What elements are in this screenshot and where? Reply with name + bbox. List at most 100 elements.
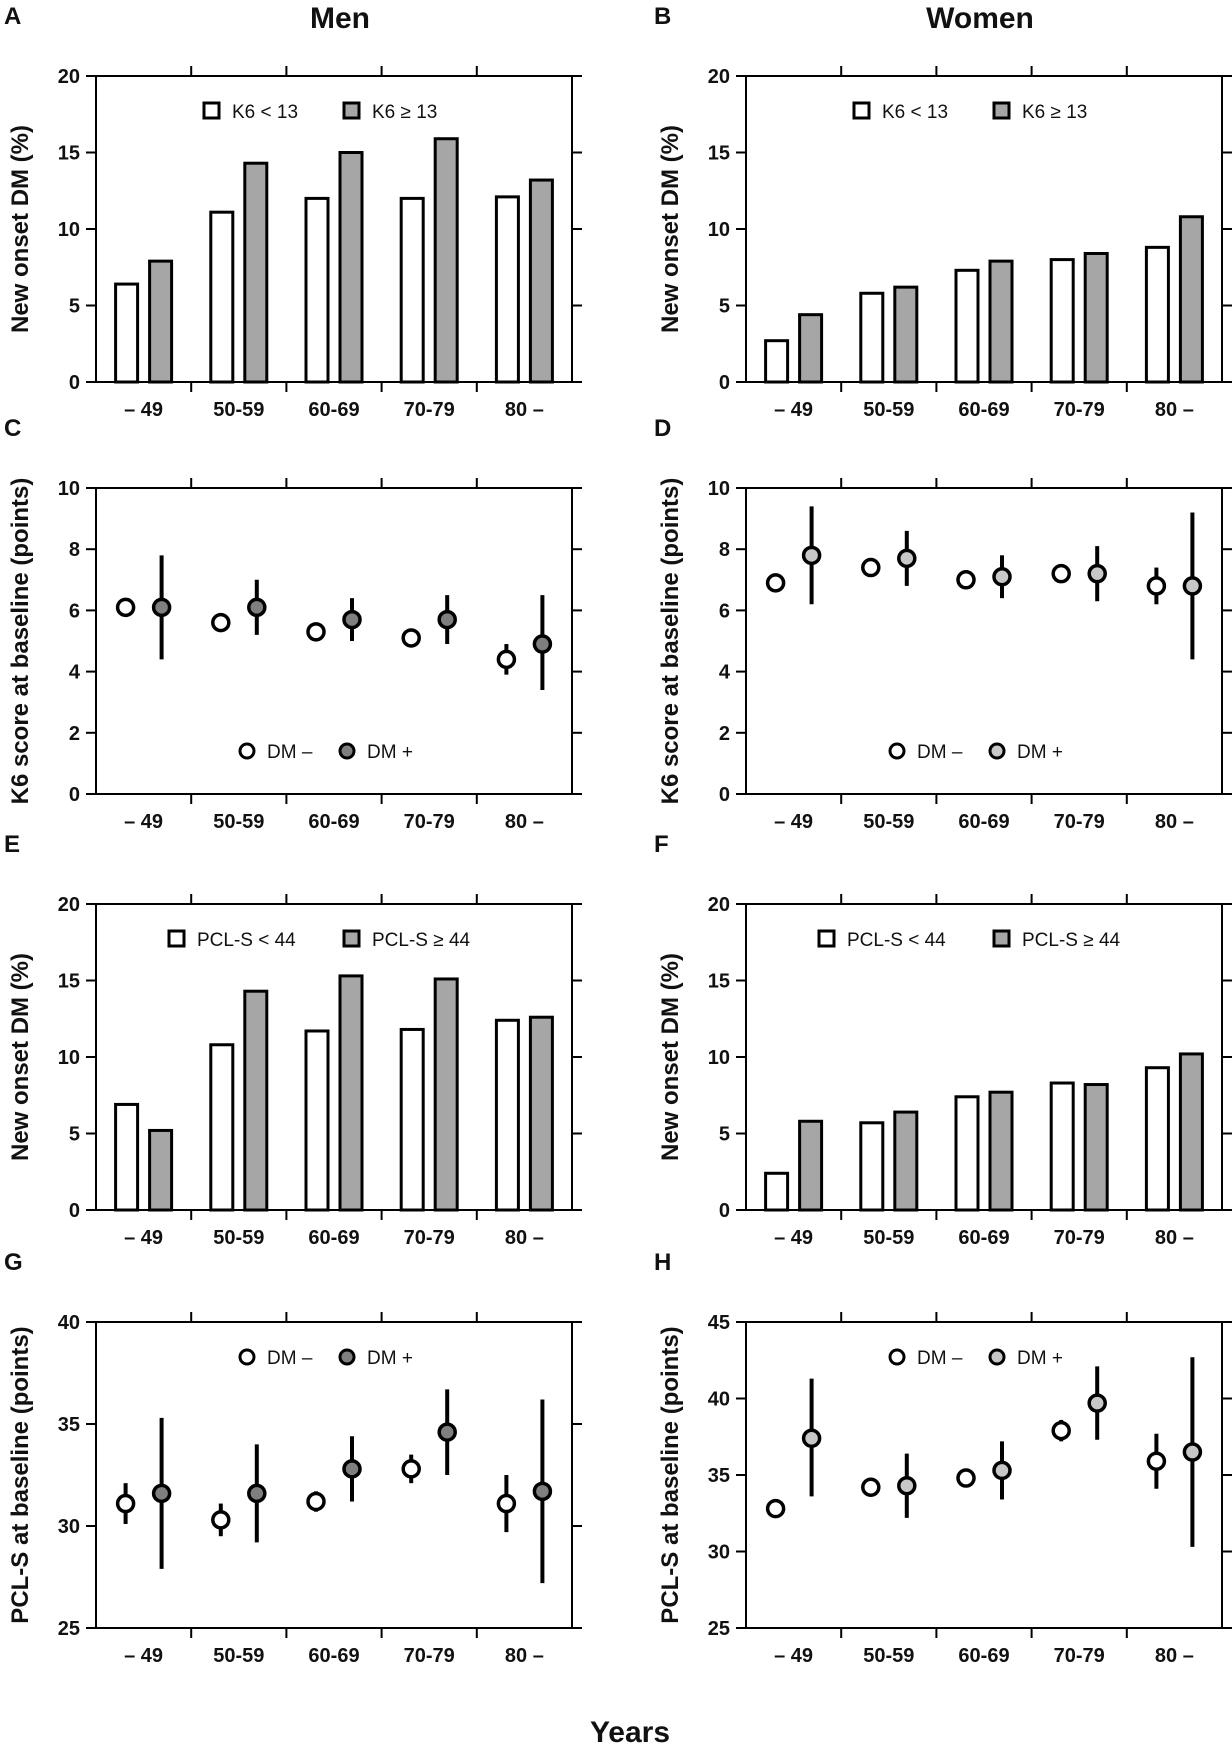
legend-label: PCL-S ≥ 44: [372, 930, 471, 951]
data-point-dm-plus: [1182, 1442, 1203, 1462]
data-point-dm-minus: [765, 573, 786, 593]
plot-frame: [95, 1321, 573, 1629]
x-tick-label: 80 –: [1155, 811, 1194, 833]
data-point-dm-minus: [861, 557, 881, 578]
panel-letter-f: F: [654, 831, 669, 858]
legend-marker: [338, 742, 356, 760]
legend-swatch: [167, 929, 186, 948]
legend-swatch: [992, 929, 1011, 948]
data-point-dm-plus: [897, 1475, 917, 1496]
bar-high: [243, 161, 269, 384]
data-point-dm-minus: [861, 1477, 881, 1497]
y-tick-label: 30: [708, 1542, 730, 1564]
y-axis-title: New onset DM (%): [7, 125, 34, 333]
x-tick-label: 80 –: [1155, 1227, 1194, 1249]
x-tick-label: 60-69: [308, 811, 359, 833]
y-axis-title: K6 score at baseline (points): [7, 478, 34, 805]
legend-swatch: [852, 101, 871, 120]
y-axis-title: New onset DM (%): [657, 953, 684, 1161]
data-point-dm-minus: [956, 1468, 976, 1488]
y-tick-label: 40: [708, 1389, 730, 1411]
data-point-dm-minus: [1051, 1420, 1071, 1441]
legend-label: DM –: [917, 742, 963, 763]
y-tick-label: 0: [69, 784, 80, 806]
bar-high: [1083, 251, 1109, 384]
y-tick-label: 20: [58, 894, 80, 916]
y-tick-label: 15: [58, 971, 80, 993]
y-axis-title: K6 score at baseline (points): [657, 478, 684, 805]
x-tick-label: 50-59: [863, 1645, 914, 1667]
y-tick-label: 2: [719, 723, 730, 745]
data-point-dm-minus: [211, 1510, 231, 1530]
data-point-dm-plus: [897, 548, 917, 569]
data-point-dm-plus: [437, 1422, 457, 1442]
y-axis-title: New onset DM (%): [7, 953, 34, 1161]
x-tick-label: – 49: [774, 1227, 813, 1249]
y-tick-label: 5: [719, 1124, 730, 1146]
legend-swatch: [202, 101, 221, 120]
x-tick-label: – 49: [774, 1645, 813, 1667]
bar-low: [859, 291, 885, 384]
bar-low: [399, 196, 425, 384]
data-point-dm-minus: [401, 628, 421, 648]
y-axis-title: PCL-S at baseline (points): [7, 1326, 34, 1623]
bar-high: [1178, 1052, 1204, 1212]
chart-panel-f: F 0 5 10 15 20 – 49 50-59 60-69 70-79 80 – New onse…: [654, 831, 1232, 1249]
x-tick-label: 60-69: [958, 1227, 1009, 1249]
legend-label: DM +: [367, 742, 413, 763]
plot-frame: [745, 1321, 1223, 1629]
plot-frame: [95, 487, 573, 795]
y-tick-label: 5: [69, 1124, 80, 1146]
y-tick-label: 10: [708, 219, 730, 241]
bar-high: [798, 313, 824, 384]
panel-letter-h: H: [654, 1249, 671, 1276]
y-tick-label: 40: [58, 1312, 80, 1334]
bar-low: [1144, 1066, 1170, 1212]
panel-letter-g: G: [4, 1249, 23, 1276]
chart-panel-d: D 0 2 4 6 8 10 – 49 50-59 60-69 70-79 80 – K6 score …: [654, 415, 1232, 833]
bar-high: [1083, 1083, 1109, 1212]
y-tick-label: 6: [719, 600, 730, 622]
bar-high: [338, 151, 364, 384]
data-point-dm-plus: [151, 597, 172, 618]
bar-low: [494, 195, 520, 384]
data-point-dm-plus: [247, 597, 267, 618]
y-tick-label: 10: [58, 478, 80, 500]
data-point-dm-plus: [342, 609, 362, 630]
y-tick-label: 25: [708, 1618, 730, 1640]
bar-low: [1049, 1081, 1075, 1212]
y-tick-label: 2: [69, 723, 80, 745]
bar-low: [764, 339, 790, 384]
x-tick-label: 50-59: [213, 1645, 264, 1667]
bar-low: [114, 1102, 140, 1212]
x-tick-label: 70-79: [1054, 1227, 1105, 1249]
y-tick-label: 35: [708, 1465, 730, 1487]
y-tick-label: 15: [708, 143, 730, 165]
legend-swatch: [817, 929, 836, 948]
legend-label: DM –: [917, 1348, 963, 1369]
data-point-dm-plus: [992, 1460, 1012, 1481]
data-point-dm-plus: [437, 609, 457, 630]
bar-low: [209, 1043, 235, 1212]
bar-high: [528, 178, 554, 384]
legend-label: PCL-S ≥ 44: [1022, 930, 1121, 951]
legend-label: DM –: [267, 742, 313, 763]
y-tick-label: 10: [58, 1047, 80, 1069]
y-tick-label: 0: [69, 1200, 80, 1222]
x-tick-label: – 49: [774, 811, 813, 833]
bar-high: [243, 989, 269, 1212]
legend-label: K6 ≥ 13: [372, 102, 437, 123]
legend-label: PCL-S < 44: [847, 930, 946, 951]
data-point-dm-minus: [496, 1493, 517, 1514]
bar-low: [859, 1121, 885, 1212]
y-tick-label: 0: [719, 372, 730, 394]
data-point-dm-plus: [1087, 1393, 1107, 1413]
bar-high: [148, 1128, 174, 1212]
panel-letter-a: A: [4, 3, 21, 30]
legend-label: K6 < 13: [232, 102, 298, 123]
legend-marker: [888, 1348, 906, 1366]
legend-marker: [238, 1348, 256, 1366]
bar-high: [433, 137, 459, 384]
y-tick-label: 0: [719, 784, 730, 806]
